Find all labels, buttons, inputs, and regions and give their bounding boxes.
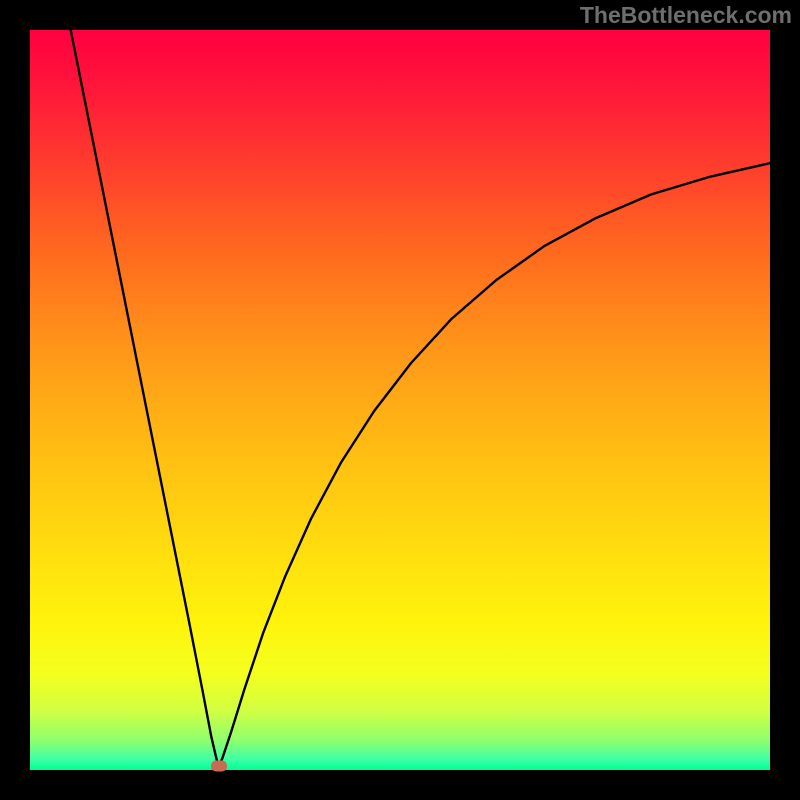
figure-root: TheBottleneck.com <box>0 0 800 800</box>
curve-minimum-marker <box>211 760 227 771</box>
curve-path <box>71 30 770 766</box>
watermark-text: TheBottleneck.com <box>580 2 792 29</box>
bottleneck-curve <box>30 30 770 770</box>
plot-area <box>30 30 770 770</box>
